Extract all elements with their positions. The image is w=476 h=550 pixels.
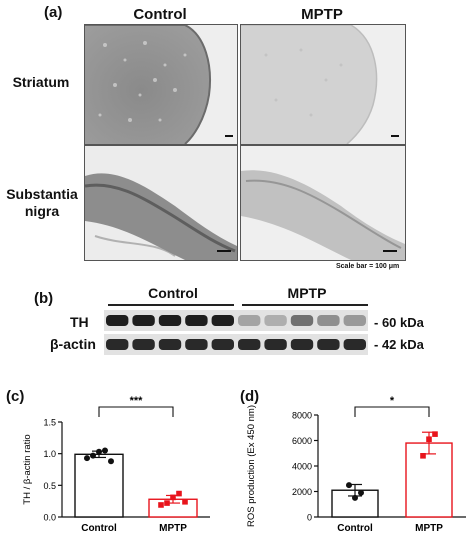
- blot-band: [106, 315, 129, 326]
- chart-c-point: [164, 500, 170, 506]
- panel-b-label: (b): [34, 290, 54, 307]
- chart-c-bar-control: [74, 453, 124, 518]
- blot-band: [317, 339, 340, 350]
- micrograph-striatum-mptp: [240, 24, 406, 145]
- chart-c-point: [102, 447, 108, 454]
- chart-c-y-tick-label: 0.5: [43, 481, 56, 491]
- chart-c-y-tick-label: 1.5: [43, 418, 56, 428]
- chart-d-y-tick-label: 0: [307, 513, 312, 523]
- blot-group-control: Control: [148, 285, 198, 301]
- blot-band: [185, 315, 208, 326]
- chart-c-y-tick-label: 0.0: [43, 513, 56, 523]
- blot-group-mptp: MPTP: [287, 285, 327, 301]
- chart-d-bar-mptp: [405, 442, 453, 518]
- chart-d-significance-bracket: [354, 406, 430, 417]
- chart-d-x-tick-label: Control: [337, 523, 373, 534]
- chart-c-point: [158, 502, 164, 508]
- blot-band: [132, 339, 155, 350]
- blot-label-beta-actin: β-actin: [50, 336, 96, 352]
- blot-label-th: TH: [70, 314, 89, 330]
- blot-band: [132, 315, 155, 326]
- blot-band: [158, 315, 182, 326]
- blot-band: [106, 339, 129, 350]
- chart-d-significance-label: *: [390, 395, 395, 407]
- micrograph-striatum-control: [84, 24, 238, 145]
- micrograph-substantia-nigra-control: [84, 145, 238, 261]
- chart-c-x-tick-label: MPTP: [159, 523, 187, 534]
- chart-d-y-tick-label: 4000: [292, 462, 312, 472]
- blot-group-line-control: [108, 304, 234, 306]
- scale-bar-note: Scale bar = 100 μm: [336, 263, 400, 270]
- panel-a-label: (a): [44, 4, 63, 21]
- chart-d-point: [352, 494, 358, 501]
- chart-c-y-tick-label: 1.0: [43, 449, 56, 459]
- chart-d-point: [432, 431, 438, 437]
- chart-c-significance-label: ***: [130, 395, 144, 407]
- chart-c-point: [108, 458, 114, 465]
- chart-th-ratio: 0.0 0.5 1.0 1.5 TH / β-actin ratio Control MPT…: [22, 395, 210, 534]
- blot-band: [264, 315, 287, 326]
- blot-size-42kda: - 42 kDa: [374, 337, 424, 352]
- chart-c-point: [90, 452, 96, 459]
- chart-c-point: [182, 499, 188, 505]
- panel-d-label: (d): [240, 388, 260, 405]
- chart-c-significance-bracket: [98, 406, 174, 417]
- chart-d-point: [358, 489, 364, 496]
- blot-band: [238, 315, 261, 326]
- blot-band: [317, 315, 340, 326]
- blot-size-60kda: - 60 kDa: [374, 315, 424, 330]
- column-header-mptp: MPTP: [301, 6, 343, 23]
- chart-c-x-tick-label: Control: [81, 523, 117, 534]
- chart-c-y-axis-label: TH / β-actin ratio: [22, 434, 33, 504]
- chart-c-point: [84, 455, 90, 462]
- chart-d-point: [426, 436, 432, 443]
- chart-d-point: [346, 482, 352, 489]
- panel-c-label: (c): [6, 388, 25, 405]
- blot-band: [185, 339, 208, 350]
- blot-band: [290, 315, 314, 326]
- row-header-striatum: Striatum: [12, 74, 70, 90]
- chart-d-y-tick-label: 2000: [292, 487, 312, 497]
- micrograph-substantia-nigra-mptp: [240, 145, 406, 261]
- row-header-substantia-nigra: Substantia nigra: [6, 186, 78, 219]
- blot-band: [264, 339, 287, 350]
- blot-band: [343, 339, 366, 350]
- western-blot: [104, 310, 368, 355]
- chart-d-y-tick-label: 8000: [292, 411, 312, 421]
- blot-band: [158, 339, 182, 350]
- blot-group-line-mptp: [242, 304, 368, 306]
- chart-ros-production: 0 2000 4000 6000 8000 ROS production (Ex 450 …: [246, 395, 466, 534]
- chart-d-x-tick-label: MPTP: [415, 523, 443, 534]
- chart-d-y-tick-label: 6000: [292, 436, 312, 446]
- chart-c-point: [96, 448, 102, 455]
- blot-band: [211, 315, 234, 326]
- blot-band: [290, 339, 314, 350]
- blot-band: [211, 339, 234, 350]
- blot-band: [343, 315, 366, 326]
- chart-c-point: [176, 490, 182, 497]
- chart-d-y-axis-label: ROS production (Ex 450 nm): [246, 405, 257, 527]
- chart-c-point: [170, 494, 176, 501]
- blot-band: [238, 339, 261, 350]
- chart-d-point: [420, 453, 426, 459]
- column-header-control: Control: [133, 6, 187, 23]
